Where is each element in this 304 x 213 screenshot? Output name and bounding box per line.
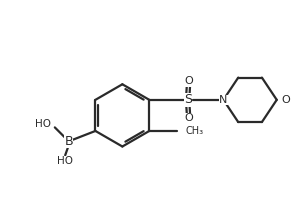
Text: N: N <box>219 95 228 105</box>
Text: HO: HO <box>57 156 73 166</box>
Text: O: O <box>184 76 193 86</box>
Text: O: O <box>184 113 193 123</box>
Text: CH₃: CH₃ <box>186 126 204 136</box>
Text: HO: HO <box>35 119 51 128</box>
Text: O: O <box>282 95 291 105</box>
Text: S: S <box>184 93 192 106</box>
Text: B: B <box>64 135 73 148</box>
